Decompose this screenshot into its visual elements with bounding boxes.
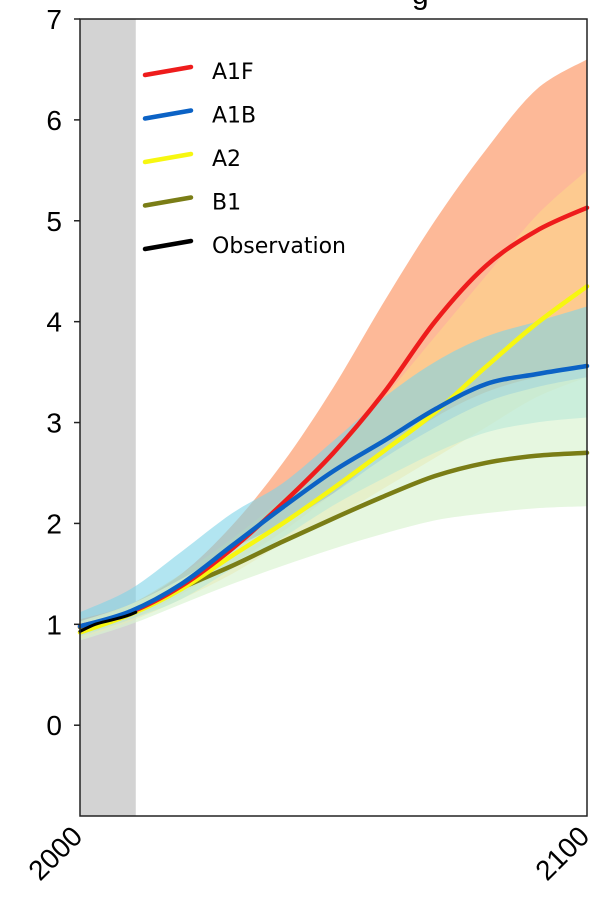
legend-swatch-b1 xyxy=(142,195,194,208)
series-line-a1b xyxy=(77,363,590,629)
title-fragment: g xyxy=(412,0,429,11)
uncertainty-bands xyxy=(80,59,587,641)
y-tick-label-5: 5 xyxy=(46,206,62,237)
legend-label-a1b: A1B xyxy=(212,104,256,129)
plot-frame xyxy=(79,18,588,817)
y-tick-label-1: 1 xyxy=(46,609,62,640)
legend-label-observation: Observation xyxy=(212,234,346,259)
shaded-period xyxy=(80,19,136,816)
legend-swatch-a2 xyxy=(142,151,194,165)
y-tick-label-4: 4 xyxy=(46,307,62,338)
observation-period-shade xyxy=(80,19,136,816)
legend: A1F A1B A2 B1 Observation xyxy=(142,60,346,259)
series-line-observation xyxy=(78,610,138,633)
x-tick-label-2100: 2100 xyxy=(529,820,594,886)
y-tick-label-2: 2 xyxy=(46,508,62,539)
legend-label-a1f: A1F xyxy=(212,60,254,85)
band-a1f xyxy=(80,59,587,635)
series-lines xyxy=(77,205,590,635)
legend-label-a2: A2 xyxy=(212,147,241,172)
legend-label-b1: B1 xyxy=(212,191,241,216)
y-tick-label-0: 0 xyxy=(46,710,62,741)
y-tick-label-6: 6 xyxy=(46,105,62,136)
x-tick-label-2000: 2000 xyxy=(22,820,88,886)
legend-swatch-a1b xyxy=(142,108,194,121)
y-tick-label-3: 3 xyxy=(46,408,62,439)
y-tick-label-7: 7 xyxy=(46,4,62,35)
legend-swatch-a1f xyxy=(142,64,194,78)
legend-swatch-observation xyxy=(142,238,194,252)
